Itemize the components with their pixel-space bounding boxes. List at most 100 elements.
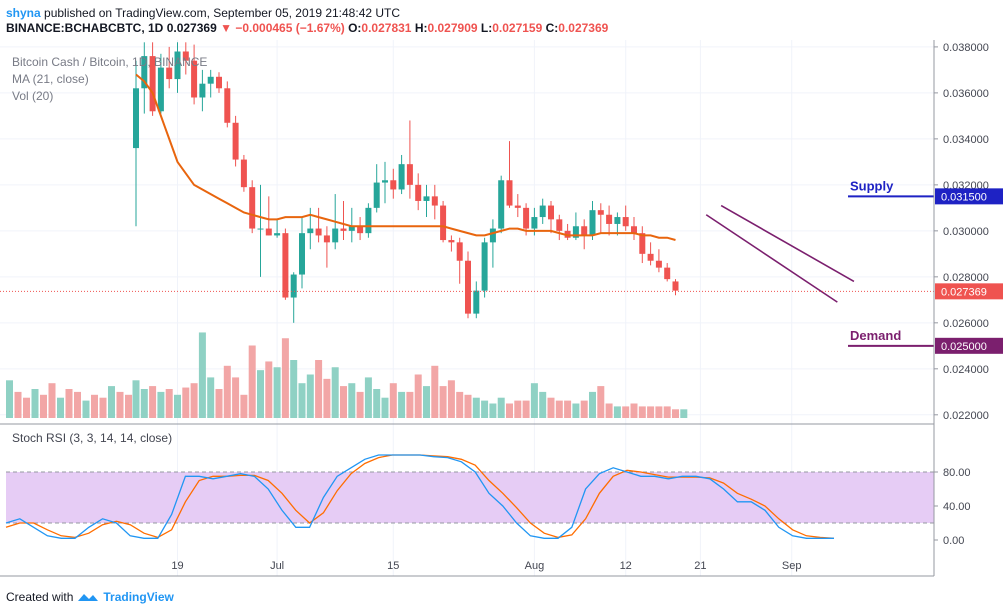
volume-bar — [539, 391, 547, 418]
candle-body — [323, 235, 330, 243]
volume-bar — [655, 406, 663, 418]
candle-body — [274, 233, 281, 236]
volume-bar — [414, 374, 422, 418]
legend-title: Bitcoin Cash / Bitcoin, 1D, BINANCE — [12, 55, 207, 69]
time-tick-label: 15 — [387, 560, 399, 572]
volume-bar — [638, 406, 646, 418]
candle-body — [265, 228, 272, 236]
price-axis[interactable]: 0.0380000.0360000.0340000.0320000.030000… — [934, 42, 1003, 422]
candle-body — [481, 242, 488, 291]
candle-body — [166, 67, 173, 80]
price-tick-label: 0.036000 — [943, 88, 989, 100]
volume-bar — [589, 391, 596, 418]
volume-bar — [65, 389, 73, 418]
channel-line — [705, 214, 838, 303]
volume-bar — [165, 389, 173, 418]
current-price-label: 0.027369 — [941, 286, 987, 298]
published-text: published on TradingView.com, September … — [44, 6, 401, 20]
volume-bar — [406, 391, 414, 418]
candle-body — [240, 159, 247, 188]
volume-bar — [530, 383, 538, 418]
candle-body — [440, 205, 447, 241]
volume-bar — [605, 403, 613, 418]
time-axis[interactable]: 19 Jul 15 Aug 12 21 Sep — [171, 560, 801, 572]
candle-body — [282, 233, 289, 298]
candle-body — [182, 51, 189, 61]
candle-body — [631, 226, 637, 234]
volume-bar — [99, 397, 107, 418]
price-tick-label: 0.022000 — [943, 410, 989, 422]
volume-bar — [547, 397, 555, 418]
volume-bar — [108, 386, 115, 418]
time-tick-label: Aug — [525, 560, 545, 572]
candle-body — [672, 281, 679, 291]
created-with-label: Created with — [6, 590, 74, 604]
volume-bar — [182, 387, 190, 418]
volume-bar — [174, 394, 181, 418]
volume-bar — [356, 391, 364, 418]
volume-bar — [489, 403, 497, 418]
volume-bar — [597, 386, 605, 418]
time-tick-label: 21 — [694, 560, 706, 572]
down-arrow-icon: ▼ — [220, 21, 232, 35]
price-tick-label: 0.034000 — [943, 134, 989, 146]
candle-body — [572, 226, 579, 238]
ma-line — [135, 73, 676, 241]
open-value: 0.027831 — [361, 21, 412, 35]
volume-bars — [6, 332, 688, 418]
volume-bar — [622, 406, 630, 418]
price-chart[interactable]: Supply Demand 0.038000 0.036000 0.034000 0.0… — [0, 40, 1006, 585]
volume-bar — [398, 391, 406, 418]
volume-bar — [290, 360, 298, 418]
candle-body — [473, 290, 480, 314]
price-tick-label: 0.024000 — [943, 364, 989, 376]
tradingview-logo-icon — [78, 594, 99, 601]
price-tick-label: 0.030000 — [943, 226, 989, 238]
candle-body — [456, 242, 463, 261]
candle-body — [141, 56, 148, 89]
level-label: Demand — [850, 328, 901, 343]
volume-bar — [331, 367, 339, 418]
volume-bar — [680, 409, 688, 418]
candle-body — [539, 205, 546, 218]
volume-bar — [456, 391, 464, 418]
price-tick-label: 0.028000 — [943, 272, 989, 284]
volume-bar — [248, 345, 256, 418]
candle-body — [249, 187, 256, 229]
volume-bar — [439, 386, 447, 418]
candle-body — [614, 217, 621, 224]
volume-bar — [555, 400, 563, 418]
time-tick-label: Jul — [270, 560, 284, 572]
volume-bar — [389, 383, 397, 418]
candle-body — [655, 260, 662, 268]
legend: Bitcoin Cash / Bitcoin, 1D, BINANCE MA (… — [12, 55, 207, 445]
candle-body — [340, 228, 347, 231]
time-tick-label: 12 — [620, 560, 632, 572]
candle-body — [606, 214, 613, 224]
channel-line — [720, 204, 855, 283]
volume-bar — [464, 394, 472, 418]
footer: Created with TradingView — [6, 590, 174, 604]
volume-bar — [232, 377, 240, 418]
volume-bar — [315, 360, 323, 418]
volume-bar — [423, 386, 430, 418]
candle-body — [382, 180, 388, 183]
volume-bar — [431, 365, 439, 418]
volume-bar — [198, 332, 206, 418]
price-tick-label: 0.038000 — [943, 42, 989, 54]
volume-bar — [281, 338, 289, 418]
candle-body — [299, 233, 305, 275]
rsi-tick-label: 0.00 — [943, 535, 964, 547]
tradingview-brand[interactable]: TradingView — [103, 590, 174, 604]
volume-bar — [207, 377, 215, 418]
candle-body — [489, 228, 496, 243]
level-price-box — [935, 188, 1003, 205]
candle-body — [174, 51, 181, 80]
publish-header: shyna published on TradingView.com, Sept… — [6, 6, 608, 36]
volume-bar — [306, 374, 314, 418]
candle-body — [498, 180, 505, 229]
publisher-name[interactable]: shyna — [6, 6, 41, 20]
candle-body — [431, 196, 438, 206]
rsi-axis[interactable]: 80.00 40.00 0.00 — [934, 467, 971, 547]
level-price-label: 0.025000 — [941, 341, 987, 353]
